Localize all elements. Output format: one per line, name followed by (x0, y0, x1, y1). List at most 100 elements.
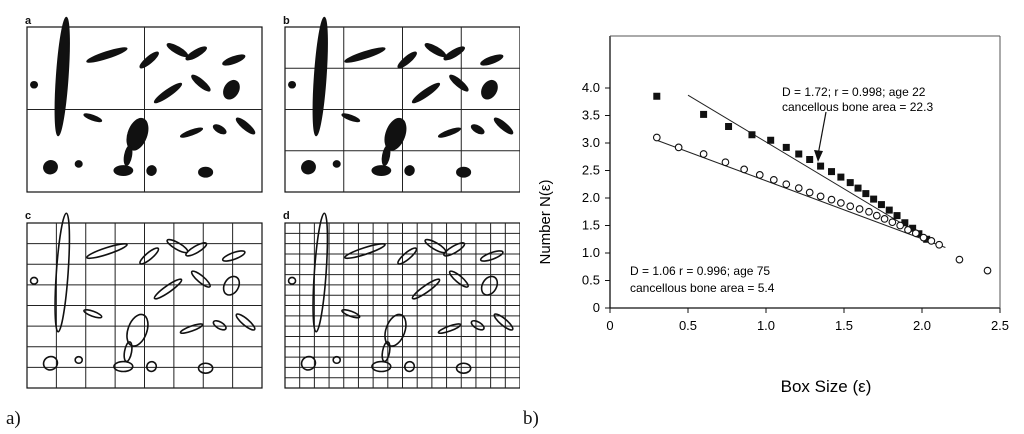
y-tick-label: 2.0 (582, 190, 600, 205)
y-tick-label: 4.0 (582, 80, 600, 95)
bone-particle (443, 242, 466, 257)
annotation-upper-1: D = 1.72; r = 0.998; age 22 (782, 85, 926, 99)
data-point-square (795, 150, 803, 158)
bone-particle (301, 160, 316, 175)
bone-particle (449, 74, 469, 92)
annotation-lower-1: D = 1.06 r = 0.996; age 75 (630, 264, 770, 278)
bone-particle (411, 278, 441, 300)
bone-particle (139, 247, 160, 265)
data-point-circle (837, 199, 845, 207)
data-point-circle (855, 205, 864, 213)
bone-particle (153, 82, 183, 104)
bone-particle (197, 362, 214, 374)
bone-particle (85, 242, 128, 260)
bone-particle (83, 308, 103, 319)
data-point-circle (782, 180, 791, 189)
data-point-circle (904, 226, 912, 234)
bone-particle (153, 278, 183, 300)
y-tick-label: 1.0 (582, 245, 600, 260)
bone-particle (332, 355, 342, 365)
bone-particle (185, 242, 208, 257)
bone-particle (455, 362, 472, 374)
bone-particle (113, 165, 134, 177)
bone-particle (212, 124, 227, 135)
fit-line-1 (687, 94, 931, 241)
x-tick-label: 1.0 (757, 318, 775, 333)
subpanel-label-c: c (25, 210, 32, 222)
data-point-circle (769, 176, 778, 184)
y-tick-label: 2.5 (582, 163, 600, 178)
data-point-square (862, 190, 870, 198)
caption-a: a) (6, 408, 21, 429)
bone-particle (179, 127, 204, 138)
bone-particle (312, 16, 328, 137)
bone-particle (54, 16, 70, 137)
data-point-circle (816, 192, 825, 201)
bone-particle (74, 160, 83, 168)
data-point-circle (755, 171, 764, 179)
box-grid-panel-c (26, 212, 263, 389)
bone-particle (222, 54, 246, 66)
data-point-square (846, 179, 854, 187)
x-tick-label: 0 (606, 318, 613, 333)
annotation-arrow (814, 111, 827, 162)
bone-particle (397, 51, 417, 69)
data-point-square (909, 224, 917, 232)
bone-particle (146, 165, 157, 176)
fractal-dimension-chart: 0 0.5 1.0 1.5 2.0 2.5 0 0.5 1.0 1.5 2.0 2.5 3.0 3.5 4.… (520, 0, 1024, 434)
bone-particle (341, 308, 361, 319)
bone-particle (74, 355, 84, 365)
x-tick-label: 2.0 (913, 318, 931, 333)
data-point-square (870, 195, 878, 203)
x-tick-label: 2.5 (991, 318, 1009, 333)
bone-particle (212, 319, 227, 331)
data-point-square (700, 110, 708, 118)
data-point-square (885, 206, 893, 214)
bone-particle (371, 165, 392, 177)
subpanel-label-b: b (283, 15, 290, 27)
bone-particle (300, 355, 317, 371)
data-point-square (782, 143, 790, 151)
data-point-circle (872, 211, 881, 220)
bone-particle (448, 270, 469, 288)
data-point-square (817, 162, 825, 170)
data-point-square (877, 201, 885, 209)
data-point-circle (911, 229, 920, 238)
bone-particle (411, 82, 441, 104)
data-point-circle (699, 150, 708, 158)
bone-particle (480, 54, 504, 66)
data-point-circle (955, 255, 964, 264)
bone-particle (221, 250, 246, 262)
bone-particle (235, 313, 256, 331)
data-point-circle (935, 240, 944, 249)
bone-particle (479, 250, 504, 262)
bone-particle (190, 270, 211, 288)
bone-particle (223, 79, 240, 100)
data-point-circle (652, 133, 661, 142)
data-point-square (901, 219, 909, 227)
data-point-circle (927, 237, 936, 245)
bone-particle (344, 47, 386, 63)
bone-particle (198, 166, 214, 178)
data-point-circle (888, 218, 897, 227)
data-point-circle (740, 165, 749, 174)
bone-particle (332, 160, 341, 168)
bone-particle (43, 160, 58, 175)
data-point-square (767, 136, 775, 144)
bone-particle (86, 47, 128, 63)
data-point-circle (896, 221, 905, 230)
bone-particle (424, 238, 447, 254)
bone-particle (29, 276, 39, 285)
bone-particle (456, 166, 472, 178)
bone-particle (381, 341, 391, 363)
fit-line-2 (656, 139, 946, 248)
bone-particle (493, 313, 514, 331)
bone-particle (343, 242, 386, 260)
bone-particle (312, 212, 329, 333)
data-point-square (748, 131, 756, 139)
data-point-circle (983, 266, 992, 275)
bone-particle (404, 165, 415, 176)
annotation-lower-2: cancellous bone area = 5.4 (630, 281, 775, 295)
bone-particle (123, 341, 133, 363)
data-point-square (806, 156, 814, 163)
